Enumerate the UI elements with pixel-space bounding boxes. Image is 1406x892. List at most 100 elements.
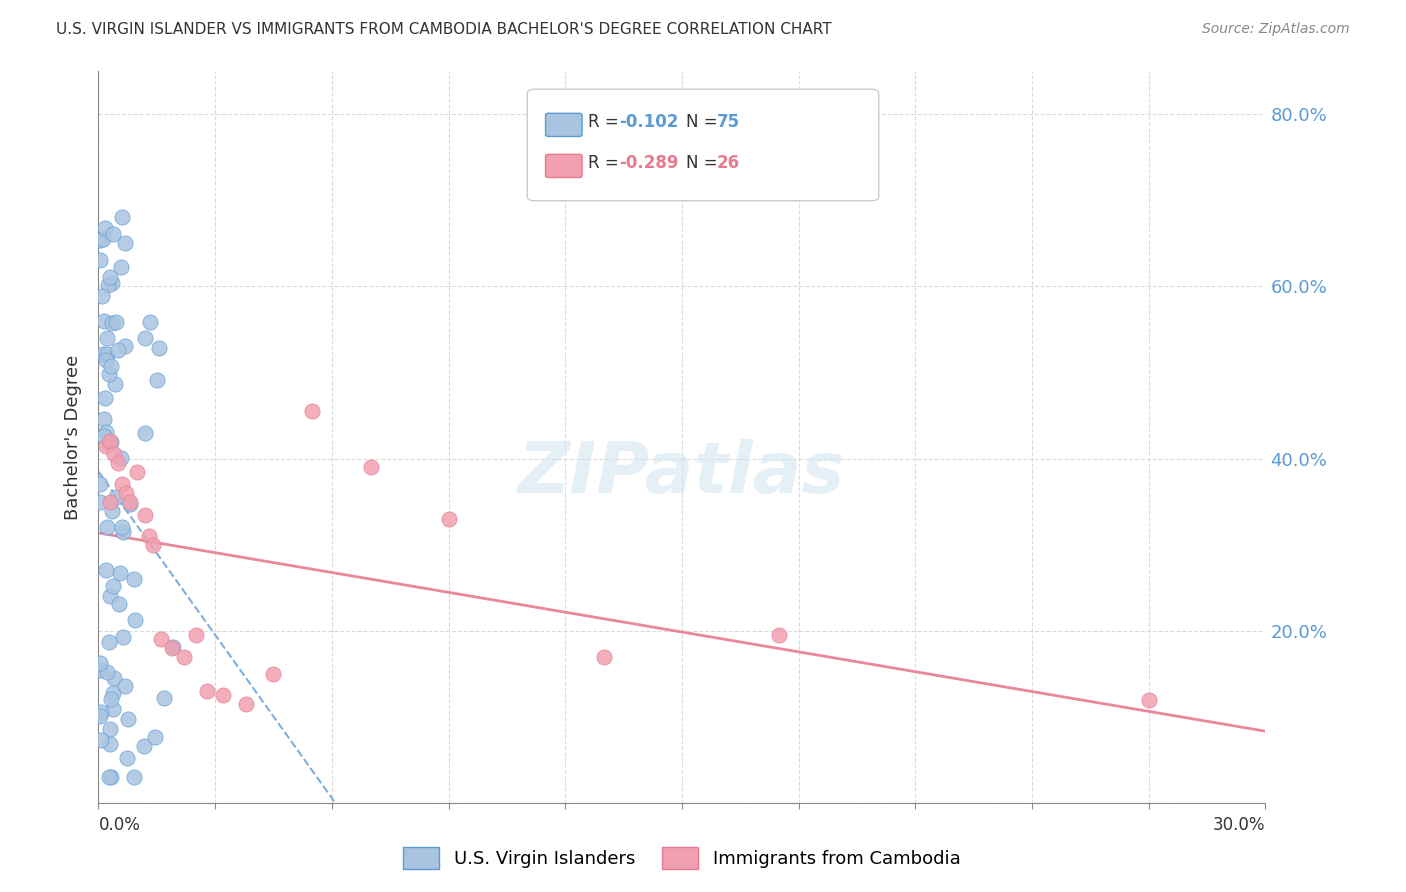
Point xyxy=(101,227,124,241)
Point xyxy=(100,723,122,737)
Point xyxy=(173,649,195,664)
Point xyxy=(97,277,120,292)
Point xyxy=(117,712,139,726)
Point xyxy=(100,691,122,706)
Point xyxy=(134,739,156,754)
Point xyxy=(145,373,167,387)
Point xyxy=(114,679,136,693)
Point xyxy=(90,733,112,747)
Point xyxy=(122,770,145,784)
Point xyxy=(101,504,124,518)
Point xyxy=(162,640,184,654)
Point xyxy=(360,460,382,475)
Point xyxy=(114,339,136,353)
Point xyxy=(139,315,162,329)
Text: N =: N = xyxy=(686,154,723,172)
Point xyxy=(262,666,284,681)
Text: 75: 75 xyxy=(717,113,740,131)
Point xyxy=(118,494,141,508)
Point xyxy=(134,331,156,345)
Point xyxy=(94,563,117,577)
Point xyxy=(111,477,134,491)
Point xyxy=(89,663,111,677)
Point xyxy=(96,665,118,679)
Point xyxy=(103,702,125,716)
Point xyxy=(105,490,128,504)
Point xyxy=(89,495,111,509)
Point xyxy=(97,367,120,381)
Text: 26: 26 xyxy=(717,154,740,172)
Y-axis label: Bachelor's Degree: Bachelor's Degree xyxy=(65,354,83,520)
Point xyxy=(93,221,115,235)
Point xyxy=(101,579,124,593)
Point xyxy=(138,529,160,543)
Point xyxy=(108,566,131,580)
Point xyxy=(98,494,121,508)
Point xyxy=(100,434,122,449)
Point xyxy=(89,709,111,723)
Point xyxy=(96,331,118,345)
Point xyxy=(89,233,111,247)
Point xyxy=(111,210,134,224)
Point xyxy=(212,688,235,702)
Point xyxy=(162,640,184,655)
Point xyxy=(127,465,149,479)
Point xyxy=(103,671,125,685)
Point xyxy=(93,429,115,443)
Point xyxy=(98,435,121,450)
Point xyxy=(114,236,136,251)
Point xyxy=(134,508,156,522)
Point xyxy=(94,425,117,439)
Point xyxy=(112,525,135,540)
Point xyxy=(134,426,156,441)
Point xyxy=(235,697,257,711)
Point xyxy=(90,706,112,720)
Point xyxy=(184,628,207,642)
Point xyxy=(98,270,121,285)
Point xyxy=(143,730,166,744)
Text: 30.0%: 30.0% xyxy=(1213,816,1265,834)
Point xyxy=(96,520,118,534)
Point xyxy=(112,630,135,644)
Point xyxy=(195,684,218,698)
Point xyxy=(98,770,121,784)
Point xyxy=(110,260,132,274)
Point xyxy=(108,597,131,611)
Point xyxy=(96,439,118,453)
Point xyxy=(100,359,122,374)
Point xyxy=(124,613,146,627)
Point xyxy=(115,751,138,765)
Text: -0.102: -0.102 xyxy=(619,113,678,131)
Point xyxy=(89,477,111,491)
Point xyxy=(89,252,111,267)
Point xyxy=(98,589,121,603)
Text: Source: ZipAtlas.com: Source: ZipAtlas.com xyxy=(1202,22,1350,37)
Text: N =: N = xyxy=(686,113,723,131)
Point xyxy=(89,657,111,671)
Point xyxy=(114,486,136,500)
Point xyxy=(107,343,129,357)
Point xyxy=(98,434,121,449)
Point xyxy=(149,632,172,647)
Point xyxy=(91,289,114,303)
Point xyxy=(91,347,114,361)
Text: ZIPatlas: ZIPatlas xyxy=(519,439,845,508)
Point xyxy=(142,538,165,552)
Point xyxy=(97,634,120,648)
Text: 0.0%: 0.0% xyxy=(98,816,141,834)
Point xyxy=(120,497,142,511)
Point xyxy=(148,341,170,355)
Point xyxy=(91,232,114,246)
Text: U.S. VIRGIN ISLANDER VS IMMIGRANTS FROM CAMBODIA BACHELOR'S DEGREE CORRELATION C: U.S. VIRGIN ISLANDER VS IMMIGRANTS FROM … xyxy=(56,22,832,37)
Point xyxy=(110,520,132,534)
Point xyxy=(768,628,790,642)
Point xyxy=(152,690,174,705)
Point xyxy=(100,317,122,331)
Text: R =: R = xyxy=(588,113,624,131)
Point xyxy=(94,392,117,406)
Point xyxy=(93,314,115,328)
Point xyxy=(101,276,124,290)
Point xyxy=(104,377,127,392)
Point xyxy=(104,315,127,329)
Point xyxy=(101,686,124,700)
